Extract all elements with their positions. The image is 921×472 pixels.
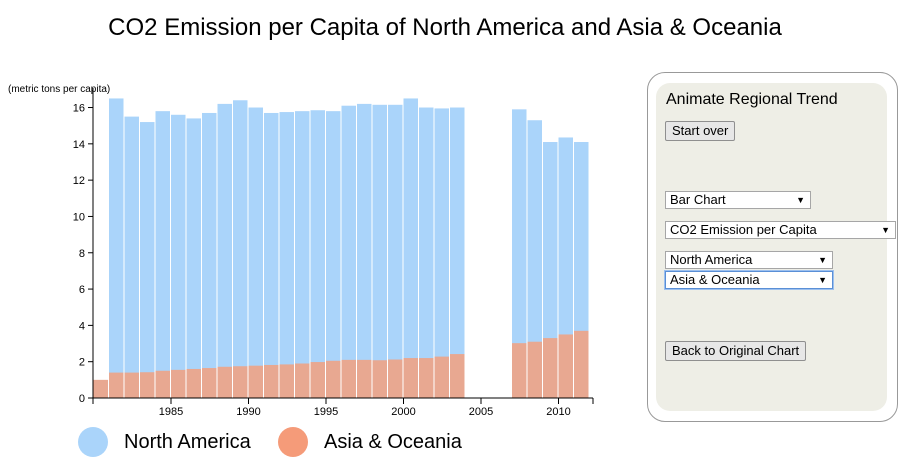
bar-north-america-1983	[140, 122, 155, 399]
bar-asia-oceania-1986	[186, 368, 201, 398]
bar-north-america-2000	[403, 98, 418, 399]
bar-asia-oceania-2009	[543, 338, 558, 398]
legend-swatch-asia-oceania	[278, 427, 308, 457]
chevron-down-icon: ▼	[818, 255, 827, 265]
bar-north-america-2001	[419, 107, 434, 399]
bar-asia-oceania-1980	[93, 379, 108, 398]
bar-chart: 0 2 4 6 8 10 12 14 16 1985 1990 1995 2000 2005 2010	[73, 88, 594, 418]
legend-north-america: North America	[78, 424, 251, 460]
y-tick-label-16: 16	[73, 103, 85, 115]
x-tick-label-2005: 2005	[469, 406, 493, 418]
bar-north-america-1986	[186, 118, 201, 399]
bar-asia-oceania-1997	[357, 359, 372, 398]
chevron-down-icon: ▼	[796, 195, 805, 205]
bar-asia-oceania-2007	[512, 343, 527, 398]
y-axis-units-label: (metric tons per capita)	[8, 84, 111, 95]
bar-north-america-1987	[202, 112, 217, 398]
region2-select-value: Asia & Oceania	[670, 272, 760, 287]
x-tick-label-2010: 2010	[546, 406, 570, 418]
legend-asia-oceania: Asia & Oceania	[278, 424, 462, 460]
bar-asia-oceania-1992	[279, 364, 294, 398]
y-tick-label-10: 10	[73, 211, 85, 223]
bar-asia-oceania-1998	[372, 360, 387, 398]
chart-title: CO2 Emission per Capita of North America…	[108, 14, 782, 41]
bar-north-america-1984	[155, 111, 170, 399]
bar-asia-oceania-1990	[248, 365, 263, 398]
y-tick-label-4: 4	[79, 320, 85, 332]
bar-asia-oceania-1999	[388, 359, 403, 398]
start-over-button[interactable]: Start over	[665, 121, 736, 141]
metric-select[interactable]: CO2 Emission per Capita ▼	[665, 221, 896, 239]
bar-north-america-1999	[388, 104, 403, 398]
bar-asia-oceania-1991	[264, 364, 279, 398]
bar-asia-oceania-2010	[558, 334, 573, 398]
bar-north-america-1996	[341, 105, 356, 398]
back-to-original-chart-button[interactable]: Back to Original Chart	[665, 341, 807, 361]
bar-asia-oceania-1985	[171, 369, 186, 398]
bar-north-america-1981	[109, 98, 124, 399]
bar-asia-oceania-1982	[124, 372, 139, 398]
chart-type-select-value: Bar Chart	[670, 192, 726, 207]
bar-asia-oceania-1987	[202, 368, 217, 398]
y-tick-label-14: 14	[73, 139, 85, 151]
bar-north-america-1991	[264, 112, 279, 398]
y-tick-label-6: 6	[79, 284, 85, 296]
bar-north-america-1988	[217, 103, 232, 399]
bar-asia-oceania-1981	[109, 372, 124, 398]
bar-north-america-2002	[434, 108, 449, 398]
bar-asia-oceania-1988	[217, 366, 232, 398]
bar-asia-oceania-1996	[341, 359, 356, 398]
bar-north-america-1994	[310, 110, 325, 399]
chevron-down-icon: ▼	[818, 275, 827, 285]
bar-north-america-2009	[543, 142, 558, 398]
bar-north-america-2010	[558, 137, 573, 398]
controls-panel-inner: Animate Regional Trend Start over Bar Ch…	[656, 83, 896, 411]
y-tick-label-0: 0	[79, 393, 85, 405]
y-tick-label-8: 8	[79, 248, 85, 260]
legend-label-asia-oceania: Asia & Oceania	[324, 430, 462, 453]
bar-north-america-1982	[124, 116, 139, 398]
bar-north-america-2007	[512, 109, 527, 398]
panel-heading: Animate Regional Trend	[666, 91, 838, 108]
x-tick-label-1990: 1990	[236, 406, 260, 418]
metric-select-value: CO2 Emission per Capita	[670, 222, 817, 237]
chevron-down-icon: ▼	[881, 225, 890, 235]
y-tick-label-2: 2	[79, 357, 85, 369]
bar-asia-oceania-1989	[233, 366, 248, 398]
bar-asia-oceania-2001	[419, 358, 434, 398]
bar-asia-oceania-2002	[434, 356, 449, 398]
bar-asia-oceania-1984	[155, 370, 170, 398]
bar-north-america-2003	[450, 107, 465, 399]
region2-select[interactable]: Asia & Oceania ▼	[665, 271, 833, 289]
bar-north-america-1990	[248, 107, 263, 399]
bar-north-america-1998	[372, 104, 387, 398]
bar-north-america-1989	[233, 100, 248, 398]
bar-asia-oceania-1995	[326, 360, 341, 398]
x-tick-label-1995: 1995	[314, 406, 338, 418]
bar-north-america-2008	[527, 120, 542, 398]
bar-asia-oceania-1993	[295, 363, 310, 398]
bar-north-america-1985	[171, 114, 186, 399]
x-tick-label-2000: 2000	[391, 406, 415, 418]
x-tick-label-1985: 1985	[159, 406, 183, 418]
bar-asia-oceania-2008	[527, 341, 542, 398]
bar-asia-oceania-1994	[310, 362, 325, 398]
bar-asia-oceania-2011	[574, 330, 589, 398]
bar-asia-oceania-1983	[140, 372, 155, 398]
bar-asia-oceania-2000	[403, 358, 418, 398]
y-tick-label-12: 12	[73, 175, 85, 187]
controls-panel: Animate Regional Trend Start over Bar Ch…	[647, 72, 898, 422]
chart-type-select[interactable]: Bar Chart ▼	[665, 191, 811, 209]
bar-asia-oceania-2003	[450, 354, 465, 398]
region1-select[interactable]: North America ▼	[665, 251, 833, 269]
bar-north-america-1993	[295, 111, 310, 399]
bar-north-america-1995	[326, 111, 341, 399]
legend-swatch-north-america	[78, 427, 108, 457]
bar-north-america-1992	[279, 112, 294, 398]
region1-select-value: North America	[670, 252, 753, 267]
legend-label-north-america: North America	[124, 430, 251, 453]
bar-north-america-1997	[357, 103, 372, 399]
